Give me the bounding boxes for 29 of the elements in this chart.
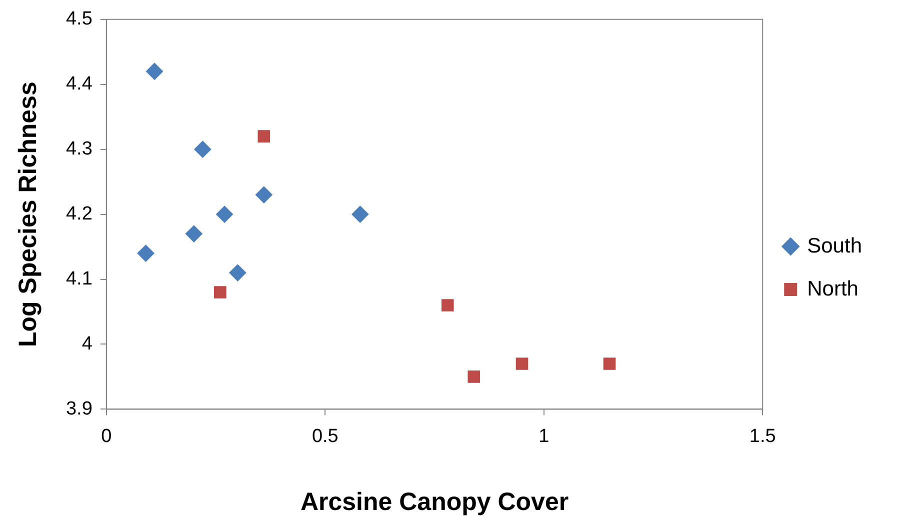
x-tick-label: 1 xyxy=(538,426,550,447)
point xyxy=(258,130,270,142)
legend-label: South xyxy=(807,234,862,258)
y-tick-label: 4.5 xyxy=(66,8,92,30)
x-axis-title: Arcsine Canopy Cover xyxy=(300,488,569,516)
point xyxy=(216,206,234,223)
point xyxy=(516,358,528,370)
y-tick-label: 3.9 xyxy=(66,398,92,420)
x-tick-label: 1.5 xyxy=(749,426,776,447)
point xyxy=(441,299,454,312)
point xyxy=(214,286,226,298)
point xyxy=(194,140,212,158)
y-tick-label: 4 xyxy=(82,333,93,354)
point xyxy=(185,225,202,242)
point xyxy=(352,206,369,223)
point xyxy=(229,264,246,282)
point xyxy=(146,62,164,80)
y-axis-title: Log Species Richness xyxy=(14,82,42,347)
y-tick-label: 4.3 xyxy=(66,138,92,160)
point xyxy=(137,244,154,262)
x-tick-label: 0.5 xyxy=(312,426,338,447)
legend-label: North xyxy=(807,277,858,300)
y-tick-label: 4.2 xyxy=(66,204,92,225)
x-tick-label: 0 xyxy=(101,426,112,447)
y-tick-label: 4.1 xyxy=(66,268,92,290)
y-tick-label: 4.4 xyxy=(66,74,93,95)
point xyxy=(255,186,272,204)
point xyxy=(603,358,616,370)
point xyxy=(468,370,480,383)
